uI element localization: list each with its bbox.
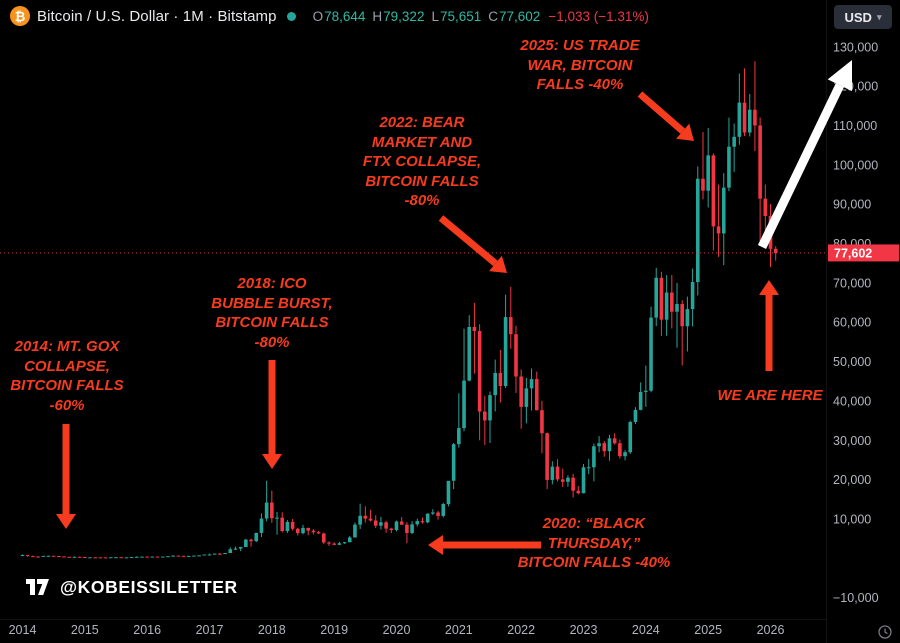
- market-status-icon: [286, 11, 296, 21]
- annotation-arrow-we-are-here: [759, 280, 779, 371]
- ohlc-readout: O 78,644 H 79,322 L 75,651 C 77,602 −1,0…: [306, 9, 649, 24]
- annotation-arrow-black-thursday-2020: [428, 535, 541, 555]
- price-axis-label: 110,000: [833, 119, 877, 133]
- time-axis[interactable]: 2014 2015 2016 2017 2018 2019 2020 2021 2022 2023…: [9, 623, 785, 637]
- price-axis-label: 100,000: [833, 158, 878, 172]
- low-label: L: [431, 8, 439, 24]
- close-label: C: [488, 8, 499, 24]
- svg-text:77,602: 77,602: [834, 246, 872, 260]
- price-axis-label: 20,000: [833, 473, 871, 487]
- annotation-arrow-bear-ftx-2022: [438, 215, 507, 273]
- time-axis-label: 2014: [9, 623, 37, 637]
- price-axis-label: 60,000: [833, 316, 871, 330]
- time-axis-label: 2022: [507, 623, 535, 637]
- price-axis-label: 50,000: [833, 355, 871, 369]
- low-value: 75,651: [439, 8, 482, 24]
- watermark-handle: @KOBEISSILETTER: [60, 577, 238, 597]
- projection-arrow: [757, 60, 853, 249]
- time-axis-label: 2016: [133, 623, 161, 637]
- high-label: H: [372, 8, 383, 24]
- annotation-arrow-trade-war-2025: [637, 91, 694, 141]
- change-value: −1,033 (−1.31%): [548, 8, 649, 24]
- time-axis-label: 2024: [632, 623, 660, 637]
- annotation-arrow-mtgox-2014: [56, 424, 76, 529]
- annotation-arrow-ico-2018: [262, 360, 282, 469]
- price-axis-label: 130,000: [833, 40, 878, 54]
- time-axis-label: 2018: [258, 623, 286, 637]
- time-axis-label: 2021: [445, 623, 473, 637]
- chevron-down-icon: ▾: [876, 11, 882, 22]
- chart-header: ₿ Bitcoin / U.S. Dollar · 1M · Bitstamp …: [0, 0, 830, 32]
- price-axis-label: 90,000: [833, 198, 871, 212]
- price-axis-label: 30,000: [833, 434, 871, 448]
- timezone-clock-icon[interactable]: [877, 624, 895, 642]
- close-value: 77,602: [499, 8, 541, 24]
- price-axis-label: 10,000: [833, 512, 871, 526]
- price-axis-label: 40,000: [833, 394, 871, 408]
- time-axis-label: 2023: [570, 623, 598, 637]
- time-axis-label: 2020: [383, 623, 411, 637]
- high-value: 79,322: [383, 8, 425, 24]
- symbol-title[interactable]: Bitcoin / U.S. Dollar · 1M · Bitstamp: [37, 7, 277, 25]
- time-axis-label: 2015: [71, 623, 99, 637]
- tradingview-logo-icon: [26, 579, 49, 595]
- time-axis-label: 2017: [196, 623, 224, 637]
- candlesticks: [20, 61, 778, 559]
- price-axis-label: 70,000: [833, 276, 871, 290]
- watermark: @KOBEISSILETTER: [26, 577, 238, 598]
- open-label: O: [312, 8, 324, 24]
- currency-label: USD: [844, 9, 872, 25]
- bitcoin-logo-icon: ₿: [10, 6, 30, 26]
- open-value: 78,644: [324, 8, 366, 24]
- time-axis-label: 2026: [757, 623, 785, 637]
- currency-dropdown[interactable]: USD ▾: [834, 5, 892, 29]
- last-price-badge: 77,602: [828, 244, 899, 262]
- price-axis-label: −10,000: [833, 591, 879, 605]
- price-axis[interactable]: 130,000120,000110,000100,00090,00080,000…: [833, 40, 879, 605]
- time-axis-label: 2025: [694, 623, 722, 637]
- time-axis-label: 2019: [320, 623, 348, 637]
